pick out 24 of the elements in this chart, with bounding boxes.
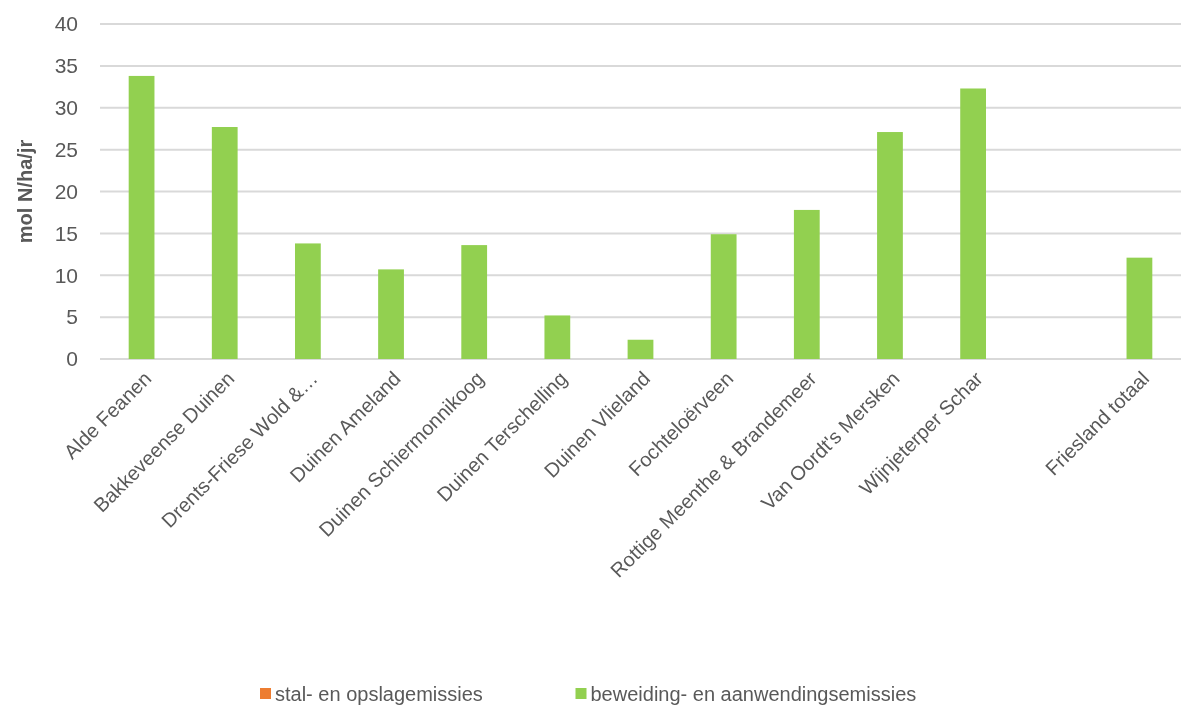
bar	[960, 88, 986, 359]
y-tick-label: 0	[66, 347, 78, 371]
y-tick-label: 25	[54, 137, 78, 161]
y-axis-title: mol N/ha/jr	[14, 139, 36, 244]
bar	[378, 269, 404, 359]
y-tick-label: 30	[54, 96, 78, 120]
legend-label: stal- en opslagemissies	[275, 683, 483, 705]
y-tick-label: 5	[66, 305, 78, 329]
y-tick-label: 35	[54, 54, 78, 78]
bar	[461, 245, 488, 359]
y-tick-label: 40	[54, 12, 78, 36]
bar	[1126, 257, 1153, 359]
bar	[793, 209, 820, 359]
bar	[128, 75, 155, 359]
bar	[627, 339, 654, 359]
bar	[544, 315, 571, 359]
y-tick-label: 20	[54, 179, 78, 203]
legend-label: beweiding- en aanwendingsemissies	[590, 683, 917, 705]
bar	[877, 132, 903, 359]
bar	[211, 127, 238, 359]
bar	[295, 243, 321, 359]
y-tick-label: 15	[54, 221, 78, 245]
bar	[710, 234, 737, 359]
y-tick-label: 10	[54, 263, 78, 287]
